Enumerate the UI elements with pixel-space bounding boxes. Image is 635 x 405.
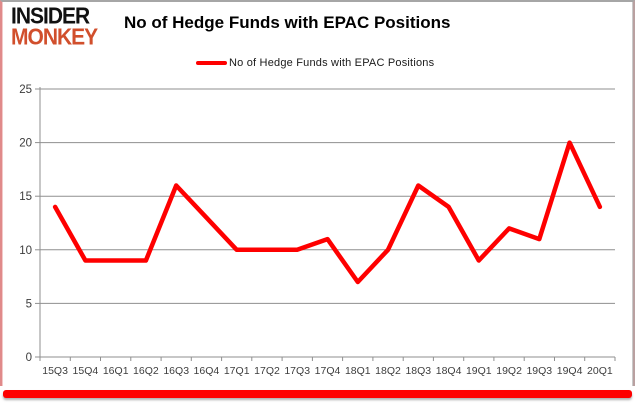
x-tick-label: 17Q2 <box>254 365 280 377</box>
y-tick-label: 15 <box>19 191 32 203</box>
x-tick-label: 15Q4 <box>73 365 99 377</box>
y-tick-label: 20 <box>19 138 32 150</box>
x-tick-label: 17Q1 <box>224 365 250 377</box>
x-tick-label: 19Q2 <box>496 365 522 377</box>
x-tick-label: 16Q2 <box>133 365 159 377</box>
x-tick-label: 18Q4 <box>436 365 462 377</box>
x-tick-label: 17Q3 <box>284 365 310 377</box>
bottom-red-bar <box>3 390 632 398</box>
y-tick-label: 5 <box>26 298 32 310</box>
legend: No of Hedge Funds with EPAC Positions <box>196 57 434 69</box>
chart-title: No of Hedge Funds with EPAC Positions <box>124 13 451 32</box>
chart-frame <box>0 0 635 386</box>
x-tick-label: 17Q4 <box>315 365 341 377</box>
y-tick-label: 0 <box>26 352 32 364</box>
x-tick-label: 15Q3 <box>42 365 68 377</box>
y-tick-label: 10 <box>19 245 32 257</box>
x-tick-label: 18Q2 <box>375 365 401 377</box>
x-tick-label: 16Q1 <box>103 365 129 377</box>
x-tick-label: 18Q3 <box>405 365 431 377</box>
legend-label: No of Hedge Funds with EPAC Positions <box>229 57 435 69</box>
y-tick-label: 25 <box>19 84 32 96</box>
legend-line-marker-icon <box>196 61 227 65</box>
logo-line2: MONKEY <box>11 25 98 50</box>
x-tick-label: 19Q1 <box>466 365 492 377</box>
data-series-line <box>52 140 603 285</box>
logo-line1: INSIDER <box>11 4 90 30</box>
x-tick-label: 19Q4 <box>557 365 583 377</box>
x-tick-label: 20Q1 <box>587 365 613 377</box>
x-tick-label: 19Q3 <box>526 365 552 377</box>
insider-monkey-logo: INSIDER MONKEY <box>11 4 98 50</box>
x-tick-label: 16Q4 <box>194 365 220 377</box>
x-tick-label: 18Q1 <box>345 365 371 377</box>
x-tick-label: 16Q3 <box>163 365 189 377</box>
